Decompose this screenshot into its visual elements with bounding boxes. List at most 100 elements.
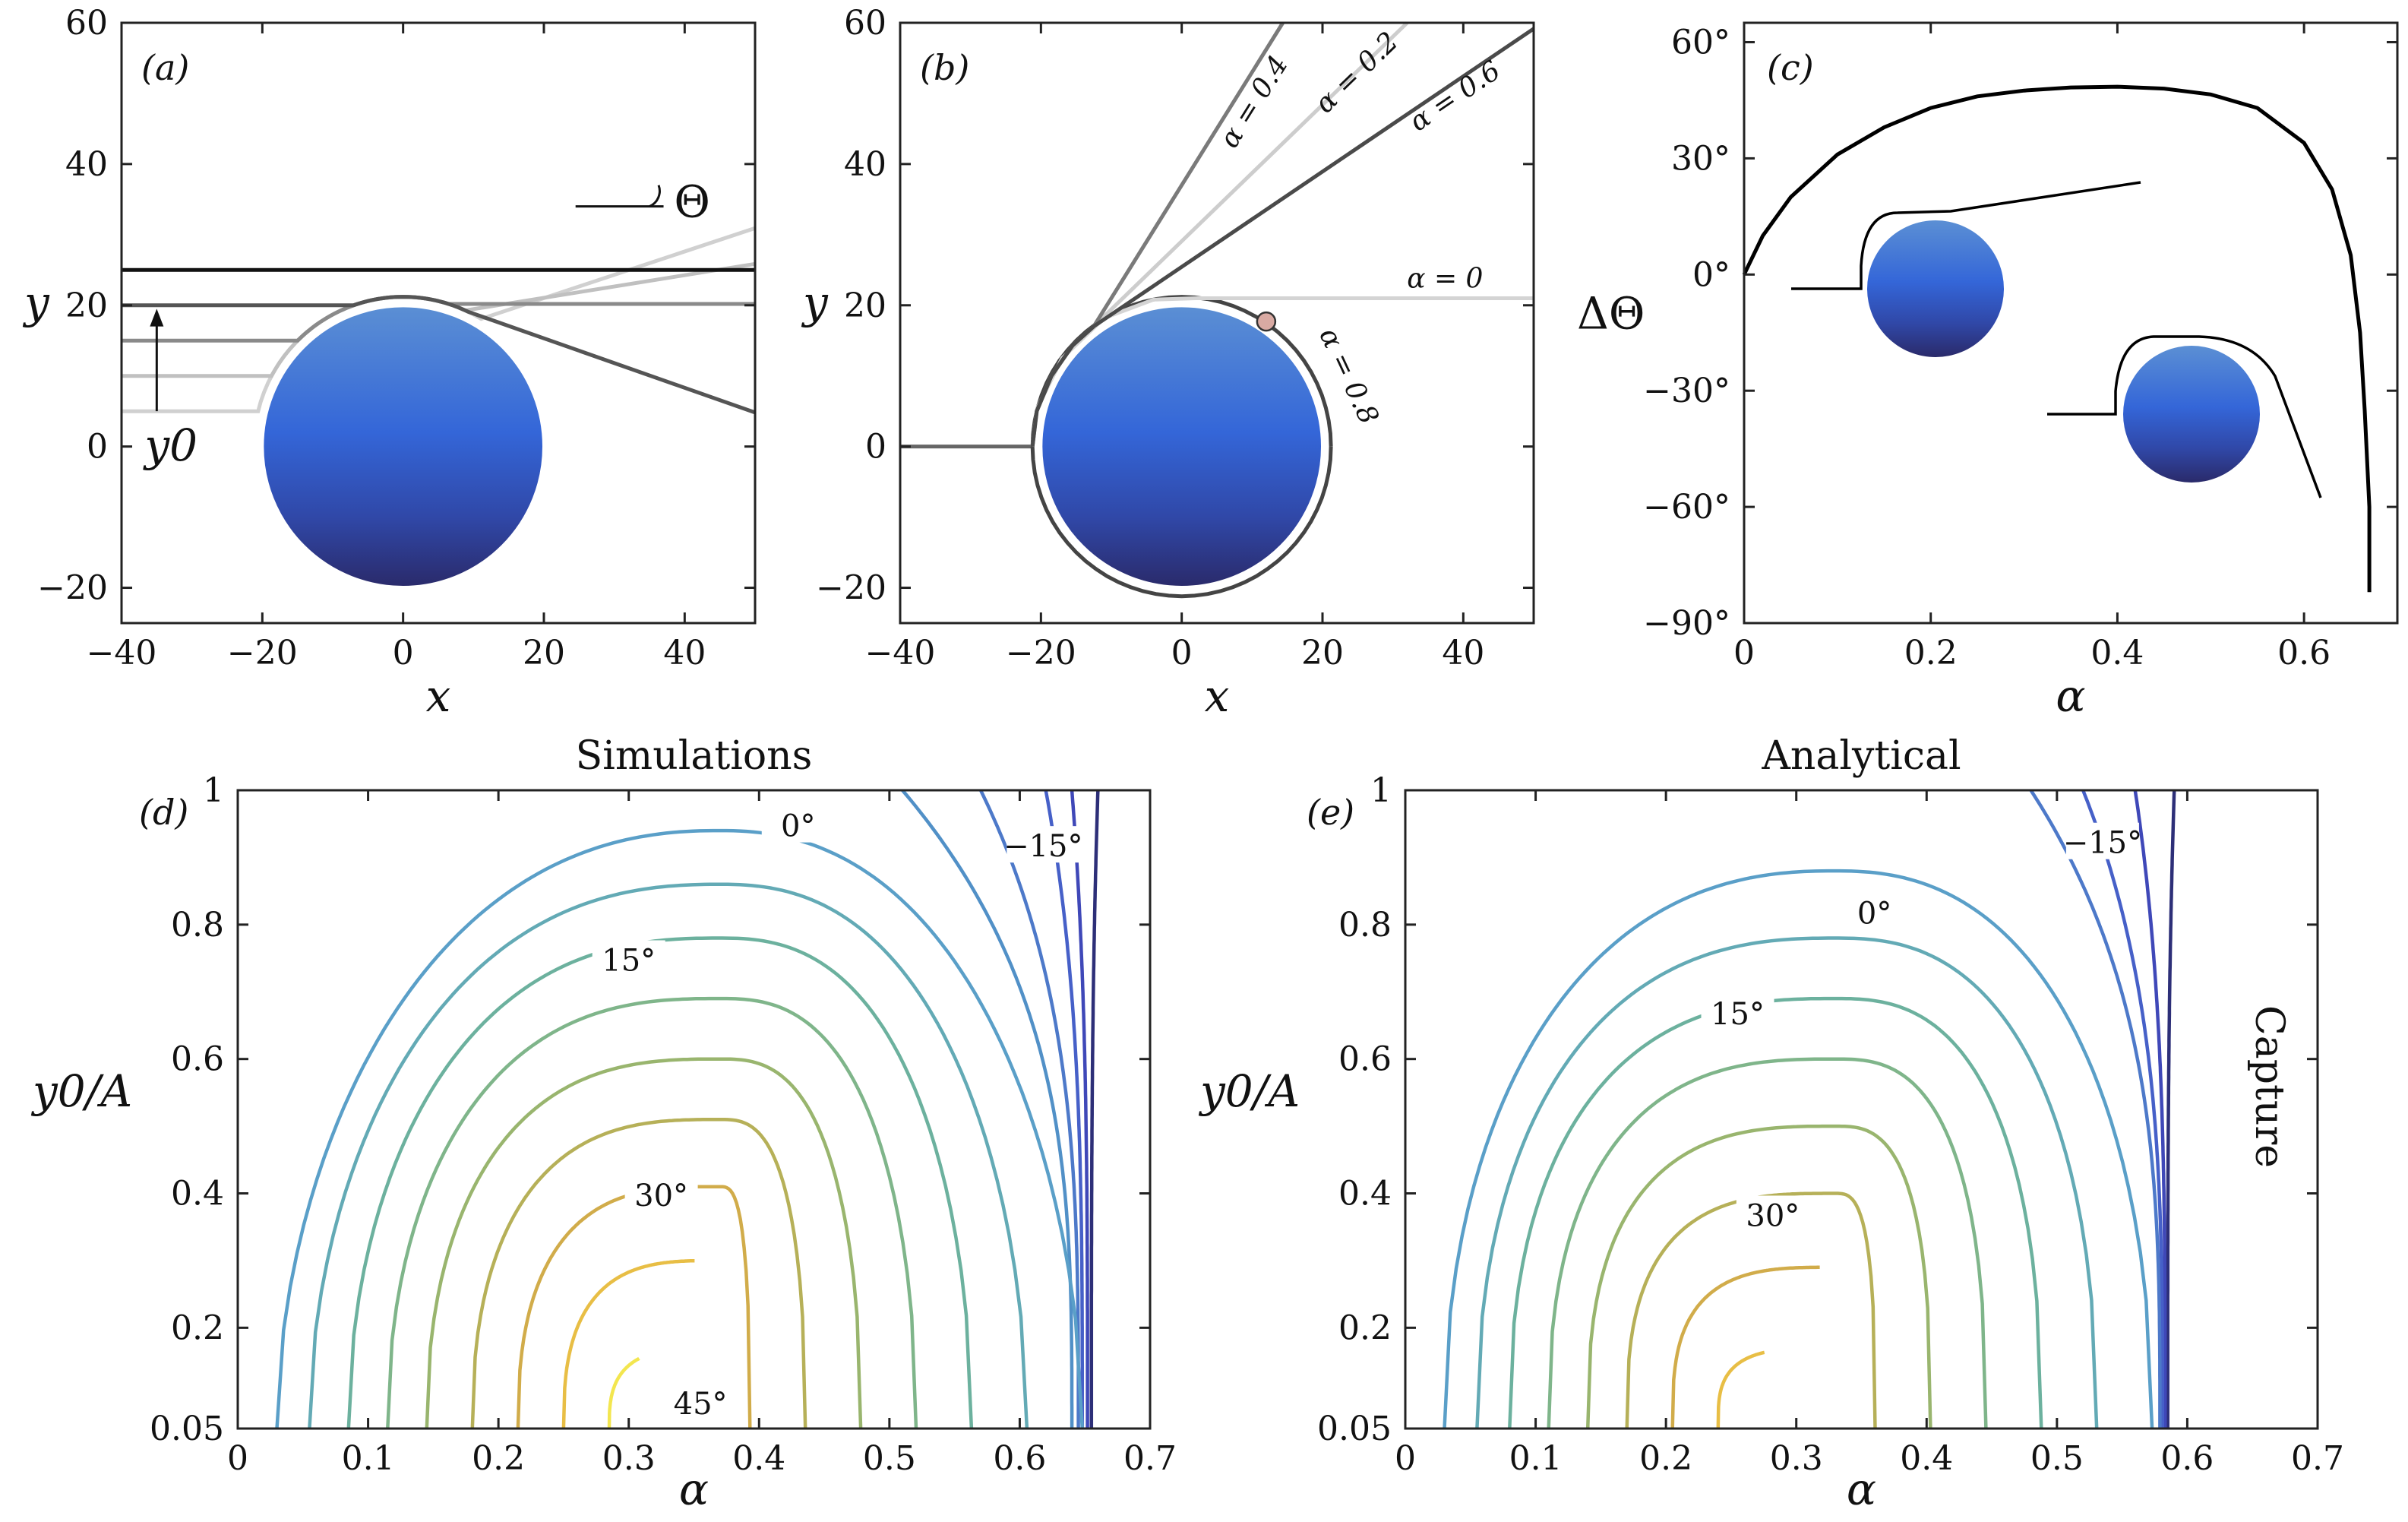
b-xtick-label: 20	[1301, 634, 1344, 672]
d-contour-level	[1044, 789, 1085, 1429]
b-ytick-label: 40	[844, 145, 886, 184]
e-ytick-label: 0.2	[1338, 1308, 1392, 1347]
panel-b-trajectories	[900, 21, 1535, 599]
panel-d-ylabel: y0/A	[30, 1065, 132, 1117]
a-xtick-label: 40	[663, 634, 706, 672]
panel-b-label-alpha-0: α = 0	[1407, 264, 1483, 295]
panel-b-ticks: −40 −20 0 20 40 −20 0 20 40 60	[816, 4, 1534, 672]
e-contour-label-bg	[1838, 893, 1911, 930]
panel-e-frame	[1404, 789, 2319, 1430]
panel-b-label-alpha-0.2: α = 0.2	[1309, 26, 1404, 119]
a-ytick-label: 40	[65, 145, 108, 184]
a-ytick-label: 20	[65, 286, 108, 325]
e-contour-level	[1475, 936, 2099, 1429]
c-ytick-label: 30°	[1671, 139, 1730, 178]
e-xtick-label: 0.6	[2160, 1439, 2214, 1478]
e-contour-level	[1585, 1124, 1932, 1429]
a-xtick-label: 0	[393, 634, 414, 672]
d-contour-label-bg	[761, 805, 835, 843]
e-xtick-label: 0.1	[1509, 1439, 1563, 1478]
panel-a-trajectory	[122, 295, 756, 415]
panel-b-capture-point	[1256, 311, 1277, 332]
b-ytick-label: 60	[844, 4, 886, 43]
panel-a-ticks: −40 −20 0 20 40 −20 0 20 40 60	[37, 4, 755, 672]
panel-d-label: (d)	[139, 792, 188, 833]
c-ytick-label: −90°	[1643, 604, 1730, 643]
d-xtick-label: 0.6	[993, 1439, 1046, 1478]
e-ytick-label: 0.4	[1338, 1175, 1392, 1213]
panel-c-xlabel: α	[2056, 670, 2085, 722]
panel-c-inset-upper-path	[1791, 181, 2141, 290]
e-contour-label-bg	[1701, 994, 1774, 1031]
e-contour-label: 0°	[1857, 897, 1891, 932]
b-xtick-label: −40	[865, 634, 936, 672]
panel-c-frame	[1743, 21, 2399, 625]
panel-d-contours	[275, 789, 1100, 1429]
d-contour-level	[1089, 789, 1100, 1429]
d-xtick-label: 0.5	[863, 1439, 916, 1478]
e-contour-label-bg	[1736, 1195, 1809, 1232]
b-xtick-label: −20	[1006, 634, 1076, 672]
panel-c: 0 0.2 0.4 0.6 −90° −60° −30° 0° 30° 60° (c) α ΔΘ	[1577, 21, 2399, 722]
e-contour-label: 15°	[1711, 997, 1765, 1032]
d-contour-level	[607, 1356, 640, 1429]
panel-d: 0° −15° 15° 30° 45° 0 0.1 0.2 0.3 0.4 0.5 0.6 0.7 0.…	[30, 733, 1177, 1515]
panel-c-inset-upper-disk	[1867, 220, 2004, 357]
panel-a: y0 Θ −40 −20 0 20 40 −20 0 20 40 60 (a) x y	[22, 4, 757, 722]
b-xtick-label: 40	[1442, 634, 1484, 672]
c-xtick-label: 0.4	[2090, 634, 2144, 672]
d-contour-label-bg	[1006, 826, 1080, 863]
e-ytick-label: 0.05	[1317, 1410, 1392, 1448]
panel-c-delta-theta-curve	[1742, 84, 2372, 593]
d-contour-label: 45°	[674, 1387, 728, 1422]
e-contour-label-bg	[2065, 822, 2139, 859]
panel-e: 0°−15°15°30° 0 0.1 0.2 0.3 0.4 0.5 0.6 0.70.050…	[1198, 733, 2344, 1515]
panel-a-annotations: y0 Θ	[142, 176, 710, 472]
d-xtick-label: 0.3	[602, 1439, 656, 1478]
e-contour-level	[2029, 789, 2162, 1429]
d-contour-level	[561, 1258, 695, 1429]
panel-b-ylabel: y	[801, 277, 829, 328]
panel-e-label: (e)	[1307, 792, 1354, 833]
d-xtick-label: 0.2	[472, 1439, 525, 1478]
panel-b-label: (b)	[920, 47, 969, 88]
d-contour-level	[978, 789, 1080, 1429]
panel-a-ylabel: y	[22, 277, 50, 328]
panel-c-ticks: 0 0.2 0.4 0.6 −90° −60° −30° 0° 30° 60°	[1643, 23, 2397, 672]
d-ytick-label: 1	[203, 771, 224, 810]
d-contour-level	[1070, 789, 1089, 1429]
c-ytick-label: −60°	[1643, 488, 1730, 527]
a-ytick-label: 60	[65, 4, 108, 43]
d-contour-label-bg	[624, 1175, 698, 1212]
a-ytick-label: −20	[37, 569, 108, 608]
panel-b-disk	[1039, 304, 1324, 589]
panel-a-trajectories	[122, 226, 756, 415]
panel-e-contours	[1443, 789, 2176, 1429]
panel-e-xlabel: α	[1847, 1463, 1876, 1515]
e-contour-level	[1443, 869, 2154, 1429]
e-contour-level	[2166, 789, 2176, 1429]
a-ytick-label: 0	[87, 428, 108, 467]
d-contour-label: 0°	[781, 809, 815, 844]
panel-c-inset-lower-disk	[2123, 346, 2260, 483]
d-ytick-label: 0.2	[171, 1308, 224, 1347]
panel-b-label-alpha-0.8: α = 0.8	[1313, 323, 1384, 429]
panel-c-ylabel: ΔΘ	[1577, 287, 1645, 339]
c-ytick-label: −30°	[1643, 372, 1730, 410]
panel-c-label: (c)	[1767, 47, 1814, 88]
e-xtick-label: 0.7	[2291, 1439, 2344, 1478]
d-ytick-label: 0.8	[171, 906, 224, 945]
panel-b-label-alpha-0.6: α = 0.6	[1404, 55, 1506, 138]
e-contour-level	[1716, 1350, 1765, 1429]
e-xtick-label: 0.5	[2030, 1439, 2084, 1478]
d-contour-label: −15°	[1003, 829, 1082, 864]
d-contour-label: 15°	[602, 943, 656, 978]
e-contour-level	[2133, 789, 2167, 1429]
panel-a-y0-label: y0	[142, 419, 198, 471]
d-ytick-label: 0.05	[150, 1410, 224, 1448]
d-ytick-label: 0.6	[171, 1040, 224, 1079]
panel-e-title: Analytical	[1761, 733, 1961, 779]
a-xtick-label: 20	[523, 634, 565, 672]
panel-a-disk	[261, 304, 546, 589]
panel-a-theta-arc	[649, 185, 661, 208]
